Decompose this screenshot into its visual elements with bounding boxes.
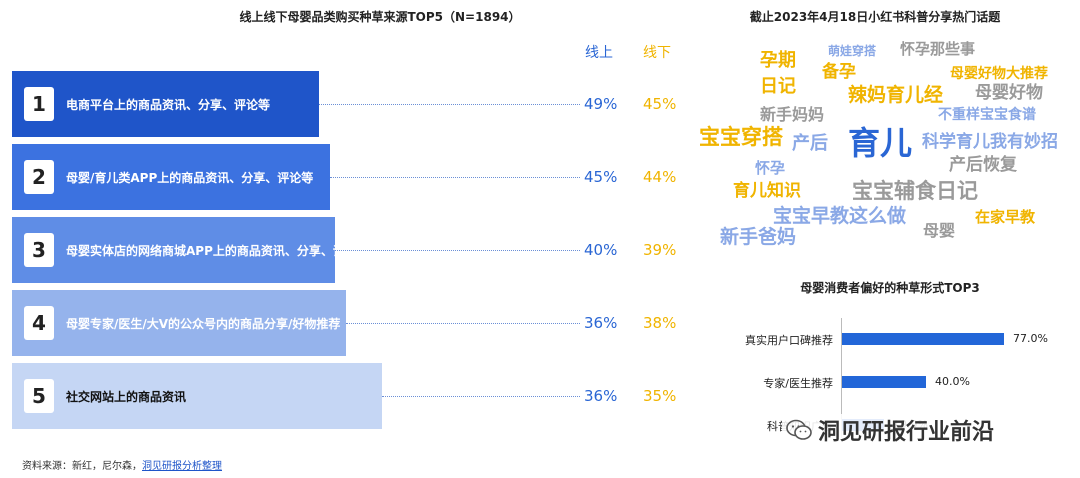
online-value-label: 49% [584, 95, 618, 113]
preference-value-label: 40.0% [935, 375, 970, 388]
online-value-label: 36% [584, 387, 618, 405]
cloud-word: 宝宝穿搭 [699, 125, 783, 149]
source-link[interactable]: 洞见研报分析整理 [142, 461, 222, 472]
source-bar [12, 71, 319, 137]
offline-value-label: 38% [643, 314, 677, 332]
leader-line [319, 104, 580, 105]
rank-badge: 5 [24, 379, 54, 413]
left-chart-title: 线上线下母婴品类购买种草来源TOP5（N=1894） [239, 10, 521, 24]
source-bar [12, 217, 335, 283]
cloud-word: 产后 [792, 133, 828, 154]
rank-badge: 3 [24, 233, 54, 267]
source-category-label: 母婴/育儿类APP上的商品资讯、分享、评论等 [66, 171, 314, 185]
rank-badge: 4 [24, 306, 54, 340]
cloud-word: 怀孕那些事 [900, 40, 976, 58]
cloud-word: 科学育儿我有妙招 [922, 132, 1058, 152]
cloud-word: 宝宝辅食日记 [852, 179, 978, 203]
rank-badge: 2 [24, 160, 54, 194]
cloud-word: 日记 [760, 76, 796, 97]
cloud-word: 母婴好物 [975, 83, 1043, 103]
leader-line [335, 250, 580, 251]
online-value-label: 40% [584, 241, 618, 259]
wechat-icon [786, 419, 812, 440]
wechat-watermark: 洞见研报行业前沿 [782, 414, 999, 446]
cloud-word: 新手爸妈 [720, 226, 797, 248]
leader-line [346, 323, 580, 324]
preference-axis [841, 318, 842, 438]
preference-bar [842, 376, 926, 388]
cloud-word: 备孕 [822, 62, 856, 82]
cloud-word: 产后恢复 [949, 155, 1017, 175]
source-category-label: 社交网站上的商品资讯 [66, 390, 187, 404]
source-bar [12, 363, 382, 429]
online-column-header: 线上 [585, 45, 613, 61]
cloud-word: 辣妈育儿经 [848, 84, 944, 106]
preference-category-label: 专家/医生推荐 [763, 377, 833, 390]
cloud-word: 怀孕 [755, 159, 786, 177]
online-value-label: 45% [584, 168, 618, 186]
watermark-text: 洞见研报行业前沿 [818, 420, 995, 445]
word-cloud-title: 截止2023年4月18日小红书科普分享热门话题 [749, 10, 1001, 24]
source-prefix: 资料来源：新红，尼尔森， [22, 461, 142, 472]
source-category-label: 电商平台上的商品资讯、分享、评论等 [66, 98, 271, 112]
preference-value-label: 77.0% [1013, 332, 1048, 345]
offline-value-label: 39% [643, 241, 677, 259]
cloud-word: 在家早教 [975, 208, 1036, 226]
online-value-label: 36% [584, 314, 618, 332]
offline-column-header: 线下 [643, 45, 671, 61]
cloud-word: 不重样宝宝食谱 [938, 107, 1036, 123]
cloud-word: 母婴好物大推荐 [950, 66, 1048, 82]
offline-value-label: 44% [643, 168, 677, 186]
offline-value-label: 45% [643, 95, 677, 113]
source-note: 资料来源：新红，尼尔森，洞见研报分析整理 [22, 457, 222, 472]
source-bar [12, 290, 346, 356]
cloud-word: 母婴 [923, 221, 956, 240]
cloud-word: 孕期 [760, 50, 796, 71]
cloud-word: 育儿知识 [733, 181, 801, 201]
source-category-label: 母婴专家/医生/大V的公众号内的商品分享/好物推荐 [66, 317, 341, 331]
preference-chart-title: 母婴消费者偏好的种草形式TOP3 [800, 281, 980, 295]
cloud-word: 育儿 [848, 124, 913, 162]
source-bar [12, 144, 330, 210]
leader-line [330, 177, 580, 178]
offline-value-label: 35% [643, 387, 677, 405]
cloud-word: 萌娃穿搭 [828, 44, 877, 58]
preference-bar [842, 333, 1004, 345]
preference-category-label: 真实用户口碑推荐 [745, 334, 833, 347]
source-category-label: 母婴实体店的网络商城APP上的商品资讯、分享、评论等 [66, 244, 369, 258]
cloud-word: 新手妈妈 [760, 105, 825, 124]
rank-badge: 1 [24, 87, 54, 121]
leader-line [382, 396, 580, 397]
cloud-word: 宝宝早教这么做 [773, 205, 907, 227]
